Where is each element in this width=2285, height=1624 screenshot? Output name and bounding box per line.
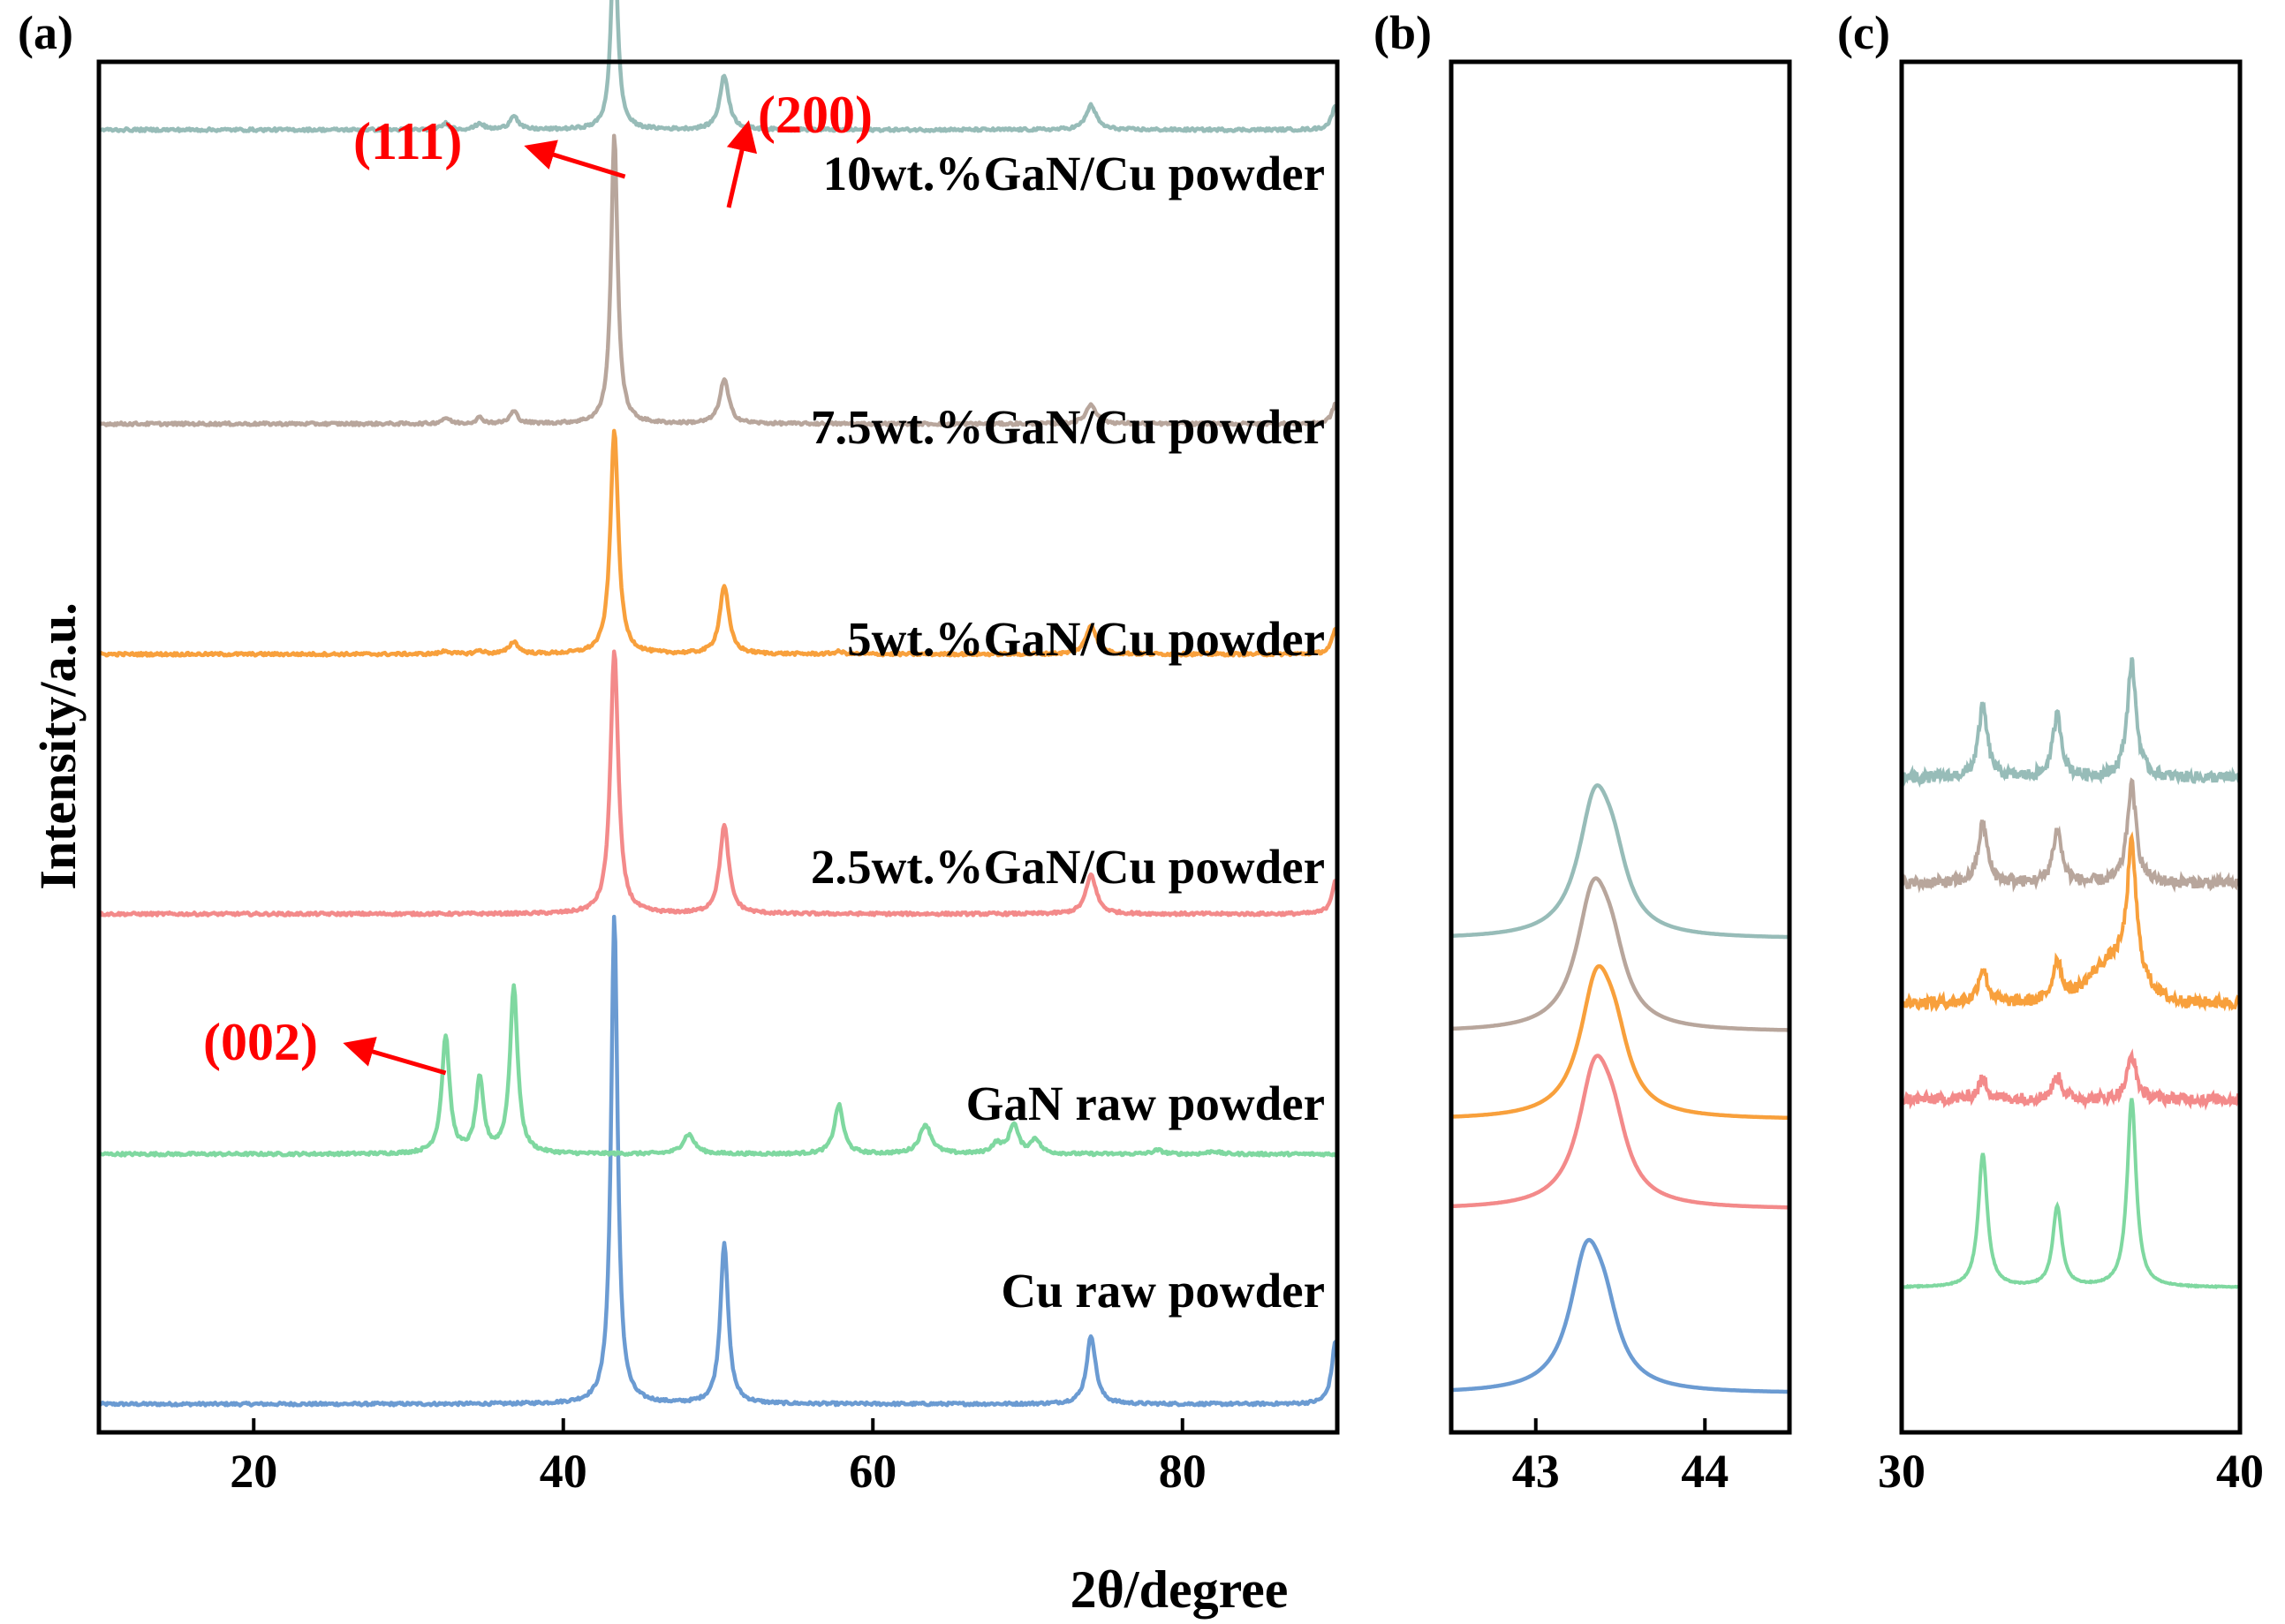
panel-c-series-5wt-gan-cu-powder	[1900, 831, 2241, 1013]
annotation-002: (002)	[203, 1013, 318, 1071]
panel-b-series-10wt-gan-cu-powder	[1451, 783, 1789, 940]
panel-a-series-2-5wt-gan-cu-powder	[98, 649, 1340, 918]
annotation-111: (111)	[353, 112, 462, 170]
panel-a-series-gan-raw-powder	[97, 983, 1339, 1158]
panel-c-chart: 30 40	[1878, 59, 2264, 1498]
panel-c-series-2-5wt-gan-cu-powder	[1900, 1048, 2242, 1111]
panel-c-series-10wt-gan-cu-powder	[1900, 657, 2242, 789]
panel-b-series-cu-raw-powder	[1451, 1237, 1789, 1394]
panel-label-b: (b)	[1373, 6, 1432, 59]
series-label-cu-raw-powder: Cu raw powder	[1001, 1264, 1325, 1318]
panel-a-series-10wt-gan-cu-powder	[97, 0, 1339, 133]
series-label-5wt-gan-cu-powder: 5wt.%GaN/Cu powder	[847, 612, 1325, 666]
panel-a-x-tick-label: 20	[230, 1445, 277, 1498]
panel-c-series-gan-raw-powder	[1900, 1098, 2240, 1290]
panel-c-x-tick-label: 30	[1878, 1445, 1926, 1498]
panel-a-chart: Cu raw powder GaN raw powder 2.5wt.%GaN/Cu…	[96, 0, 1340, 1498]
panel-b-series-5wt-gan-cu-powder	[1450, 963, 1789, 1121]
panel-c-x-tick-label: 40	[2216, 1445, 2264, 1498]
panel-b-x-tick-label: 43	[1512, 1445, 1560, 1498]
annotation-200: (200)	[758, 86, 873, 144]
panel-b-x-tick-label: 44	[1681, 1445, 1729, 1498]
panel-a-x-tick-label: 80	[1159, 1445, 1207, 1498]
series-label-10wt-gan-cu-powder: 10wt.%GaN/Cu powder	[823, 147, 1325, 200]
panel-a-series-5wt-gan-cu-powder	[97, 428, 1340, 658]
series-label-2-5wt-gan-cu-powder: 2.5wt.%GaN/Cu powder	[811, 840, 1325, 894]
panel-a-x-tick-label: 60	[849, 1445, 897, 1498]
series-label-gan-raw-powder: GaN raw powder	[966, 1076, 1325, 1130]
panel-b-series-7-5wt-gan-cu-powder	[1450, 876, 1789, 1032]
panel-a-series-cu-raw-powder	[97, 914, 1340, 1408]
panel-b-series-2-5wt-gan-cu-powder	[1450, 1054, 1790, 1210]
x-axis-label: 2θ/degree	[1071, 1560, 1289, 1619]
series-label-7-5wt-gan-cu-powder: 7.5wt.%GaN/Cu powder	[811, 400, 1325, 454]
annotation-arrow-200	[726, 120, 758, 208]
panel-b-frame	[1449, 59, 1792, 1435]
panel-c-frame	[1899, 59, 2243, 1435]
panel-a-frame	[96, 59, 1340, 1435]
y-axis-label: Intensity/a.u.	[29, 602, 87, 890]
annotation-arrow-111	[524, 140, 626, 179]
panel-a-series-7-5wt-gan-cu-powder	[97, 133, 1339, 427]
panel-a-x-tick-label: 40	[540, 1445, 587, 1498]
panel-c-series-7-5wt-gan-cu-powder	[1900, 777, 2242, 894]
panel-label-c: (c)	[1837, 6, 1890, 59]
panel-label-a: (a)	[18, 6, 73, 59]
panel-b-chart: 43 44	[1449, 59, 1792, 1498]
annotation-arrow-002	[343, 1037, 447, 1076]
